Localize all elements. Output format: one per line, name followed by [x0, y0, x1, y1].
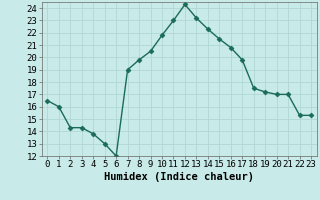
X-axis label: Humidex (Indice chaleur): Humidex (Indice chaleur)	[104, 172, 254, 182]
